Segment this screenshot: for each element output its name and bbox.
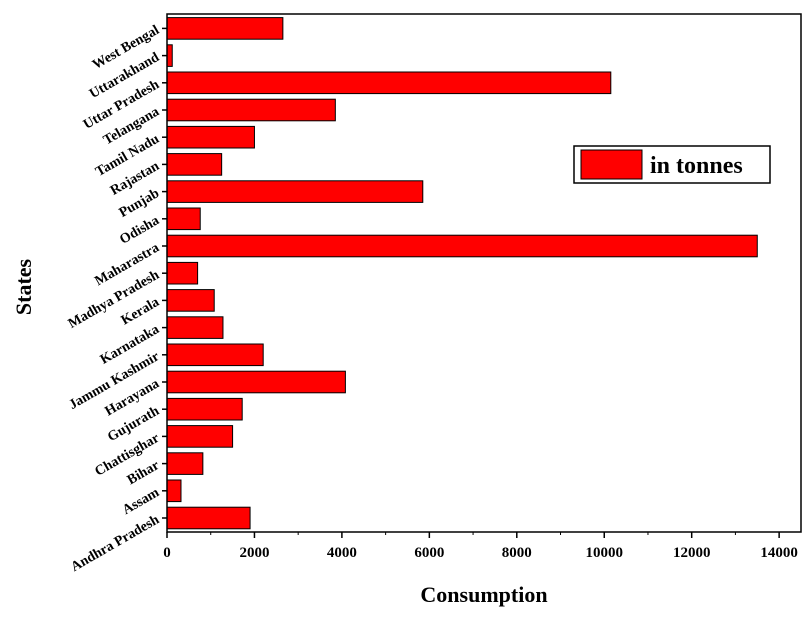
- x-tick-label: 8000: [502, 545, 532, 561]
- y-tick-label: Andhra Pradesh: [69, 512, 163, 575]
- y-axis-title: States: [11, 258, 36, 315]
- bar: [166, 234, 758, 258]
- bars-group: [166, 17, 758, 530]
- bar: [166, 289, 215, 312]
- bar: [166, 316, 224, 339]
- y-tick-label: Assam: [120, 485, 162, 518]
- x-tick-label: 14000: [760, 545, 798, 561]
- bar: [166, 98, 336, 122]
- bar: [166, 125, 255, 149]
- bar: [166, 479, 182, 503]
- y-tick-label: Bihar: [125, 458, 162, 488]
- bar: [166, 397, 243, 421]
- x-tick-label: 10000: [585, 545, 623, 561]
- bar: [166, 17, 284, 40]
- x-tick-label: 4000: [327, 545, 357, 561]
- bar: [166, 71, 612, 95]
- bar: [166, 370, 346, 394]
- x-tick-label: 0: [163, 545, 171, 561]
- bar: [166, 207, 201, 231]
- bar: [166, 343, 264, 367]
- x-axis-title: Consumption: [420, 582, 547, 607]
- x-axis: 0 2000 4000 6000 8000 10000 12000 14000: [163, 532, 798, 561]
- legend-label: in tonnes: [650, 153, 743, 179]
- legend-swatch: [580, 149, 643, 180]
- bar: [166, 452, 204, 475]
- x-tick-label: 2000: [239, 545, 269, 561]
- y-axis: Andhra PradeshAssamBiharChattisgharGujur…: [66, 23, 167, 575]
- bar: [166, 425, 234, 448]
- bar: [166, 44, 173, 67]
- bar: [166, 180, 424, 203]
- x-tick-label: 12000: [673, 545, 711, 561]
- bar: [166, 153, 223, 176]
- x-tick-label: 6000: [414, 545, 444, 561]
- bar: [166, 261, 199, 285]
- bar: [166, 506, 251, 530]
- legend: in tonnes: [573, 145, 771, 184]
